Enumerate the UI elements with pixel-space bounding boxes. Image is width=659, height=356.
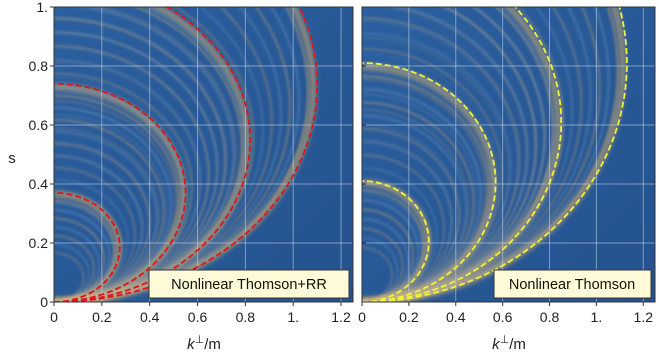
fringe-band bbox=[54, 16, 228, 302]
fringe-band bbox=[362, 36, 510, 302]
x-tick-label: 1.2 bbox=[331, 309, 351, 325]
x-axis-label-main: k bbox=[492, 336, 501, 353]
x-tick-label: 0.4 bbox=[446, 309, 466, 325]
fringe-band bbox=[362, 7, 537, 302]
x-tick-label: 0.2 bbox=[399, 309, 419, 325]
fringe-band bbox=[54, 46, 210, 302]
fringe-band bbox=[362, 124, 461, 302]
fringe-band bbox=[362, 7, 528, 302]
y-tick-label: 0.2 bbox=[29, 235, 49, 251]
plot-frame bbox=[361, 6, 656, 303]
fringe-band bbox=[54, 61, 201, 302]
x-tick-label: 0.6 bbox=[493, 309, 513, 325]
axis-ticks: 0 0.2 0.4 0.6 0.8 1. 1.2 bbox=[358, 6, 654, 325]
x-axis-label: k⊥/m bbox=[492, 334, 526, 353]
fringe-band bbox=[54, 76, 192, 302]
legend-box: Nonlinear Thomson+RR bbox=[148, 269, 350, 299]
legend-label: Nonlinear Thomson+RR bbox=[171, 277, 327, 293]
x-axis-label-rest: /m bbox=[204, 336, 221, 353]
fringe-band bbox=[54, 31, 219, 302]
fringe-band bbox=[362, 7, 583, 302]
x-tick-label: 0 bbox=[358, 309, 366, 325]
legend-frame bbox=[493, 269, 652, 299]
panel-thomson: 0 0.2 0.4 0.6 0.8 1. 1.2 Nonlinear Thomson k⊥/… bbox=[358, 6, 656, 353]
x-tick-label: 0.8 bbox=[236, 309, 256, 325]
y-tick-label: 0.4 bbox=[29, 176, 49, 192]
x-axis-label-sup: ⊥ bbox=[195, 334, 205, 346]
panel-thomson-rr: 0 0.2 0.4 0.6 0.8 1. 1.2 0 0.2 0.4 0.6 0.8 1. Nonlin… bbox=[8, 0, 354, 353]
fringe-band bbox=[362, 7, 610, 302]
x-tick-label: 0.2 bbox=[92, 309, 112, 325]
x-tick-label: 0.6 bbox=[188, 309, 208, 325]
x-axis-label-sup: ⊥ bbox=[500, 334, 510, 346]
fringe-band bbox=[362, 53, 501, 302]
legend-label: Nonlinear Thomson bbox=[509, 277, 635, 293]
fringe-band bbox=[362, 7, 592, 302]
y-tick-label: 0.8 bbox=[29, 58, 49, 74]
harmonic-curve-3 bbox=[362, 7, 563, 302]
fringe-band bbox=[362, 86, 483, 302]
x-tick-label: 0.8 bbox=[540, 309, 560, 325]
fringe-band bbox=[362, 139, 453, 302]
fringe-band bbox=[362, 167, 438, 302]
fringe-band bbox=[362, 20, 519, 302]
legend-box: Nonlinear Thomson bbox=[493, 269, 652, 299]
fringe-band bbox=[54, 106, 174, 302]
x-tick-label: 1. bbox=[287, 309, 299, 325]
y-axis-label: s bbox=[8, 150, 16, 167]
x-tick-label: 0 bbox=[50, 309, 58, 325]
fringe-band bbox=[362, 7, 574, 302]
axis-ticks: 0 0.2 0.4 0.6 0.8 1. 1.2 0 0.2 0.4 0.6 0.8 1. bbox=[29, 0, 351, 325]
harmonic-curve-2 bbox=[362, 62, 497, 302]
fringe-band bbox=[54, 127, 160, 302]
harmonic-curve-2 bbox=[54, 82, 187, 302]
fringe-band bbox=[362, 7, 601, 302]
x-axis-label-main: k bbox=[187, 336, 196, 353]
x-tick-label: 0.4 bbox=[140, 309, 160, 325]
fringe-band bbox=[362, 108, 470, 302]
fringe-band bbox=[54, 155, 144, 302]
fringe-band bbox=[362, 7, 546, 302]
y-tick-label: 0.6 bbox=[29, 117, 49, 133]
plot-frame bbox=[53, 6, 354, 303]
x-axis-label: k⊥/m bbox=[187, 334, 221, 353]
y-tick-label: 1. bbox=[36, 0, 48, 15]
grid-lines bbox=[54, 7, 353, 302]
harmonic-curve-1 bbox=[362, 180, 430, 302]
legend-frame bbox=[148, 269, 350, 299]
y-tick-label: 0 bbox=[40, 294, 48, 310]
x-tick-label: 1. bbox=[591, 309, 603, 325]
fringe-band bbox=[362, 7, 619, 302]
x-tick-label: 1.2 bbox=[634, 309, 654, 325]
fringe-band bbox=[54, 166, 136, 302]
fringe-band bbox=[54, 7, 237, 302]
fringe-band bbox=[54, 179, 129, 302]
x-axis-label-rest: /m bbox=[509, 336, 526, 353]
harmonic-curve-1 bbox=[54, 191, 121, 302]
